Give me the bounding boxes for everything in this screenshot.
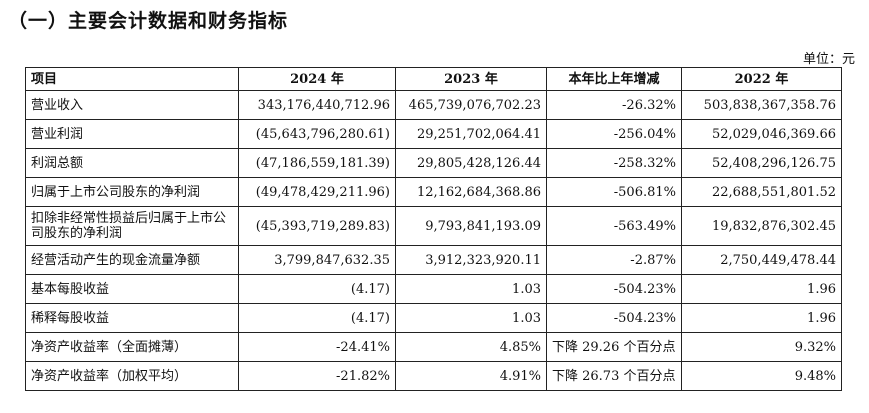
table-header-row: 项目 2024 年 2023 年 本年比上年增减 2022 年: [25, 67, 842, 91]
cell-2024: (49,478,429,211.96): [238, 177, 396, 207]
cell-2022: 9.48%: [681, 361, 842, 391]
row-label: 扣除非经常性损益后归属于上市公司股东的净利润: [25, 206, 239, 246]
row-label: 归属于上市公司股东的净利润: [25, 177, 239, 207]
cell-2024: (4.17): [238, 274, 396, 304]
header-2023: 2023 年: [395, 67, 547, 91]
row-label: 经营活动产生的现金流量净额: [25, 245, 239, 275]
cell-2023: 9,793,841,193.09: [395, 206, 547, 246]
table-row: 净资产收益率（加权平均） -21.82% 4.91% 下降 26.73 个百分点…: [25, 361, 842, 391]
cell-2022: 19,832,876,302.45: [681, 206, 842, 246]
cell-2022: 22,688,551,801.52: [681, 177, 842, 207]
header-2024: 2024 年: [238, 67, 396, 91]
table-row: 营业收入 343,176,440,712.96 465,739,076,702.…: [25, 90, 842, 120]
cell-2024: (45,393,719,289.83): [238, 206, 396, 246]
table-row: 扣除非经常性损益后归属于上市公司股东的净利润 (45,393,719,289.8…: [25, 206, 842, 246]
cell-2022: 1.96: [681, 303, 842, 333]
table-row: 稀释每股收益 (4.17) 1.03 -504.23% 1.96: [25, 303, 842, 333]
cell-change: -2.87%: [546, 245, 682, 275]
header-change: 本年比上年增减: [546, 67, 682, 91]
cell-2023: 3,912,323,920.11: [395, 245, 547, 275]
cell-2024: (47,186,559,181.39): [238, 148, 396, 178]
cell-change: -563.49%: [546, 206, 682, 246]
cell-2022: 1.96: [681, 274, 842, 304]
row-label: 基本每股收益: [25, 274, 239, 304]
row-label: 营业利润: [25, 119, 239, 149]
row-label: 营业收入: [25, 90, 239, 120]
table-row: 净资产收益率（全面摊薄） -24.41% 4.85% 下降 29.26 个百分点…: [25, 332, 842, 362]
cell-2024: -21.82%: [238, 361, 396, 391]
cell-2024: 343,176,440,712.96: [238, 90, 396, 120]
cell-change: -258.32%: [546, 148, 682, 178]
cell-change: -504.23%: [546, 274, 682, 304]
cell-change: -26.32%: [546, 90, 682, 120]
row-label: 净资产收益率（全面摊薄）: [25, 332, 239, 362]
cell-2022: 2,750,449,478.44: [681, 245, 842, 275]
cell-change: -256.04%: [546, 119, 682, 149]
cell-2024: 3,799,847,632.35: [238, 245, 396, 275]
cell-change: -504.23%: [546, 303, 682, 333]
unit-label: 单位：元: [802, 52, 855, 67]
cell-2023: 4.91%: [395, 361, 547, 391]
cell-2024: (4.17): [238, 303, 396, 333]
header-2022: 2022 年: [681, 67, 842, 91]
cell-2022: 52,408,296,126.75: [681, 148, 842, 178]
table-row: 营业利润 (45,643,796,280.61) 29,251,702,064.…: [25, 119, 842, 149]
table-row: 基本每股收益 (4.17) 1.03 -504.23% 1.96: [25, 274, 842, 304]
cell-2022: 9.32%: [681, 332, 842, 362]
table-row: 利润总额 (47,186,559,181.39) 29,805,428,126.…: [25, 148, 842, 178]
cell-change: 下降 26.73 个百分点: [546, 361, 682, 391]
header-item: 项目: [25, 67, 239, 91]
cell-2023: 1.03: [395, 274, 547, 304]
cell-2023: 465,739,076,702.23: [395, 90, 547, 120]
cell-2022: 503,838,367,358.76: [681, 90, 842, 120]
financial-indicators-table: 项目 2024 年 2023 年 本年比上年增减 2022 年 营业收入 343…: [25, 67, 842, 391]
table-row: 归属于上市公司股东的净利润 (49,478,429,211.96) 12,162…: [25, 177, 842, 207]
cell-2023: 4.85%: [395, 332, 547, 362]
table-row: 经营活动产生的现金流量净额 3,799,847,632.35 3,912,323…: [25, 245, 842, 275]
cell-2023: 29,251,702,064.41: [395, 119, 547, 149]
cell-2023: 29,805,428,126.44: [395, 148, 547, 178]
section-heading: （一）主要会计数据和财务指标: [8, 10, 289, 32]
cell-2024: -24.41%: [238, 332, 396, 362]
cell-change: 下降 29.26 个百分点: [546, 332, 682, 362]
cell-2023: 12,162,684,368.86: [395, 177, 547, 207]
cell-2022: 52,029,046,369.66: [681, 119, 842, 149]
row-label: 稀释每股收益: [25, 303, 239, 333]
row-label: 净资产收益率（加权平均）: [25, 361, 239, 391]
row-label: 利润总额: [25, 148, 239, 178]
cell-2024: (45,643,796,280.61): [238, 119, 396, 149]
cell-2023: 1.03: [395, 303, 547, 333]
cell-change: -506.81%: [546, 177, 682, 207]
